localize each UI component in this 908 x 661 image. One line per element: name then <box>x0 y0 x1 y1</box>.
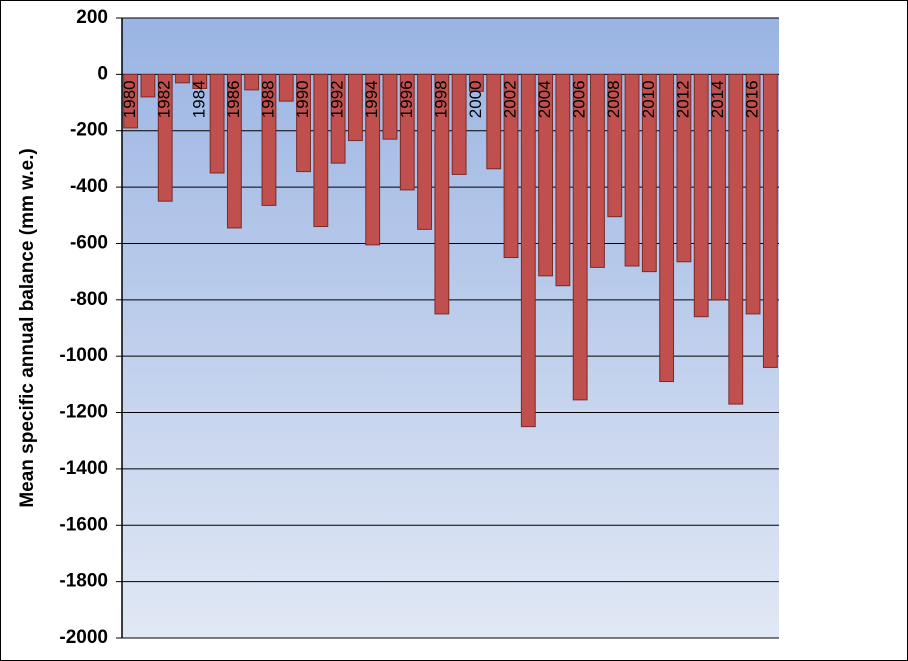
bar <box>382 73 398 140</box>
x-tick-label: 1996 <box>397 80 416 118</box>
bar <box>140 73 156 98</box>
x-tick-label: 1984 <box>189 80 208 118</box>
x-tick-label: 1992 <box>328 80 347 118</box>
x-tick-label: 2008 <box>604 80 623 118</box>
y-tick-label: 0 <box>97 63 108 84</box>
bar <box>520 73 536 428</box>
bar <box>451 73 467 175</box>
bar <box>175 73 190 84</box>
bar <box>244 73 260 91</box>
bar <box>469 73 484 92</box>
bar <box>209 73 225 174</box>
x-tick-label: 1982 <box>155 80 174 118</box>
x-tick-label: 2000 <box>466 80 485 118</box>
bar <box>347 73 363 142</box>
x-tick-label: 1990 <box>293 80 312 118</box>
y-tick-label: -1600 <box>59 514 108 535</box>
x-tick-label: 2014 <box>708 80 727 118</box>
bar <box>572 73 588 401</box>
x-tick-label: 2002 <box>500 80 519 118</box>
bar <box>278 73 294 102</box>
bar <box>745 73 761 315</box>
bar <box>417 73 432 230</box>
bar <box>123 73 139 129</box>
y-tick-label: -600 <box>70 232 108 253</box>
bar <box>486 73 502 170</box>
y-tick-label: -2000 <box>59 627 108 648</box>
bar <box>555 73 571 287</box>
x-tick-label: 2006 <box>570 80 589 118</box>
bar <box>624 73 640 267</box>
bar <box>590 73 605 268</box>
bar <box>607 73 623 218</box>
x-tick-label: 1994 <box>362 80 381 118</box>
bar <box>192 73 208 89</box>
x-tick-label: 2012 <box>673 80 692 118</box>
y-tick-label: -1800 <box>59 571 108 592</box>
bar <box>503 73 519 259</box>
y-tick-label: -400 <box>70 176 108 197</box>
x-tick-label: 1988 <box>258 80 277 118</box>
bar <box>538 73 554 277</box>
y-tick-label: -800 <box>70 289 108 310</box>
y-axis-label: Mean specific annual balance (mm w.e.) <box>17 148 38 507</box>
bar <box>330 73 346 164</box>
bar <box>313 73 329 228</box>
bar <box>641 73 657 273</box>
y-tick-label: -1400 <box>59 458 108 479</box>
bar <box>226 73 242 229</box>
bar <box>711 73 726 301</box>
x-tick-label: 1986 <box>224 80 243 118</box>
x-tick-label: 2010 <box>639 80 658 118</box>
bar <box>261 73 277 206</box>
bar <box>676 73 692 263</box>
bar <box>762 73 778 368</box>
x-tick-label: 1998 <box>431 80 450 118</box>
y-tick-label: 200 <box>76 7 108 28</box>
y-tick-label: -1200 <box>59 402 108 423</box>
y-tick-label: -200 <box>70 120 108 141</box>
bar <box>434 73 450 315</box>
bar <box>399 73 415 191</box>
x-tick-label: 2004 <box>535 80 554 118</box>
x-tick-label: 2016 <box>743 80 762 118</box>
bar <box>365 73 381 246</box>
bar <box>728 73 744 405</box>
x-tick-label: 1980 <box>120 80 139 118</box>
y-tick-label: -1000 <box>59 345 108 366</box>
bar <box>157 73 173 202</box>
bar <box>659 73 675 383</box>
bar <box>693 73 709 318</box>
bar <box>296 73 311 173</box>
